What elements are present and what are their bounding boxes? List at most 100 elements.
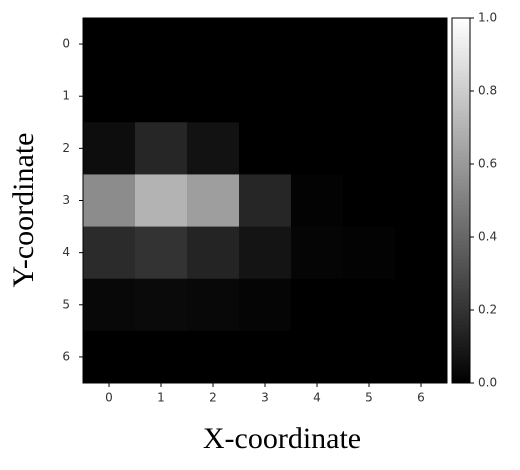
y-axis-label: Y-coordinate: [7, 133, 40, 288]
colorbar-step: [452, 142, 470, 147]
colorbar-step: [452, 233, 470, 238]
x-tick-label: 2: [209, 391, 217, 405]
colorbar-step: [452, 120, 470, 125]
colorbar-step: [452, 335, 470, 340]
heatmap-cell: [83, 330, 136, 384]
colorbar-step: [452, 167, 470, 172]
heatmap-cell: [291, 122, 344, 175]
colorbar-step: [452, 18, 470, 23]
colorbar-step: [452, 101, 470, 107]
colorbar-step: [452, 310, 470, 315]
heatmap-cell: [187, 226, 240, 280]
colorbar-step: [452, 353, 470, 358]
heatmap-cell: [239, 330, 292, 384]
colorbar-tick-label: 1.0: [478, 11, 497, 25]
heatmap-cell: [239, 278, 292, 332]
colorbar-step: [452, 50, 470, 55]
colorbar-tick-label: 0.2: [478, 303, 497, 317]
heatmap-cell: [135, 226, 188, 280]
colorbar-tick-label: 0.8: [478, 84, 497, 98]
colorbar-step: [452, 94, 470, 99]
colorbar-step: [452, 83, 470, 88]
heatmap-cell: [135, 122, 188, 175]
colorbar-step: [452, 193, 470, 198]
heatmap-cell: [135, 330, 188, 384]
colorbar-step: [452, 149, 470, 154]
colorbar-step: [452, 156, 470, 161]
colorbar-step: [452, 200, 470, 205]
heatmap-cell: [291, 70, 344, 123]
colorbar-step: [452, 196, 470, 201]
heatmap-cell: [395, 174, 448, 228]
heatmap-cell: [239, 122, 292, 175]
colorbar-step: [452, 273, 470, 278]
y-tick-label: 4: [62, 245, 70, 259]
heatmap-cell: [187, 278, 240, 332]
colorbar-step: [452, 138, 470, 143]
heatmap-cell: [395, 70, 448, 123]
colorbar-step: [452, 262, 470, 267]
x-tick-label: 4: [313, 391, 321, 405]
colorbar-step: [452, 328, 470, 333]
colorbar-step: [452, 331, 470, 337]
heatmap-cell: [83, 278, 136, 332]
heatmap-cell: [135, 174, 188, 228]
x-tick-label: 6: [417, 391, 425, 405]
colorbar-step: [452, 342, 470, 347]
heatmap-cell: [343, 226, 396, 280]
colorbar-step: [452, 350, 470, 355]
colorbar-step: [452, 123, 470, 128]
heatmap-cell: [291, 18, 344, 71]
heatmap-cell: [187, 18, 240, 71]
colorbar-step: [452, 240, 470, 245]
heatmap-cell: [83, 226, 136, 280]
heatmap-cell: [83, 70, 136, 123]
heatmap-cell: [343, 70, 396, 123]
colorbar-step: [452, 65, 470, 70]
x-tick-label: 5: [365, 391, 373, 405]
colorbar-step: [452, 189, 470, 194]
colorbar-step: [452, 72, 470, 77]
colorbar-step: [452, 32, 470, 37]
colorbar-step: [452, 317, 470, 322]
heatmap-cell: [239, 70, 292, 123]
colorbar-step: [452, 247, 470, 253]
colorbar-step: [452, 255, 470, 260]
colorbar-step: [452, 105, 470, 110]
colorbar-step: [452, 145, 470, 150]
y-tick-label: 3: [62, 193, 70, 207]
colorbar-step: [452, 218, 470, 223]
colorbar-step: [452, 229, 470, 234]
colorbar-step: [452, 226, 470, 231]
colorbar-step: [452, 47, 470, 52]
heatmap-cell: [343, 278, 396, 332]
colorbar-step: [452, 266, 470, 271]
colorbar-step: [452, 339, 470, 344]
colorbar-step: [452, 91, 470, 96]
heatmap-cell: [291, 174, 344, 228]
colorbar-step: [452, 258, 470, 264]
colorbar-step: [452, 204, 470, 209]
colorbar-step: [452, 54, 470, 59]
colorbar-step: [452, 182, 470, 187]
colorbar-step: [452, 211, 470, 216]
heatmap-cell: [291, 330, 344, 384]
heatmap-cell: [395, 226, 448, 280]
y-tick-label: 6: [62, 349, 70, 363]
heatmap-cell: [187, 330, 240, 384]
colorbar-step: [452, 153, 470, 158]
heatmap-cell: [291, 226, 344, 280]
x-axis-label: X-coordinate: [203, 422, 361, 455]
colorbar-step: [452, 372, 470, 377]
colorbar-step: [452, 76, 470, 81]
colorbar-step: [452, 237, 470, 242]
colorbar-step: [452, 28, 470, 34]
colorbar-step: [452, 284, 470, 289]
colorbar-step: [452, 291, 470, 296]
colorbar-step: [452, 320, 470, 326]
x-tick-label: 3: [261, 391, 269, 405]
colorbar-step: [452, 39, 470, 45]
heatmap-cell: [343, 174, 396, 228]
colorbar-step: [452, 134, 470, 139]
